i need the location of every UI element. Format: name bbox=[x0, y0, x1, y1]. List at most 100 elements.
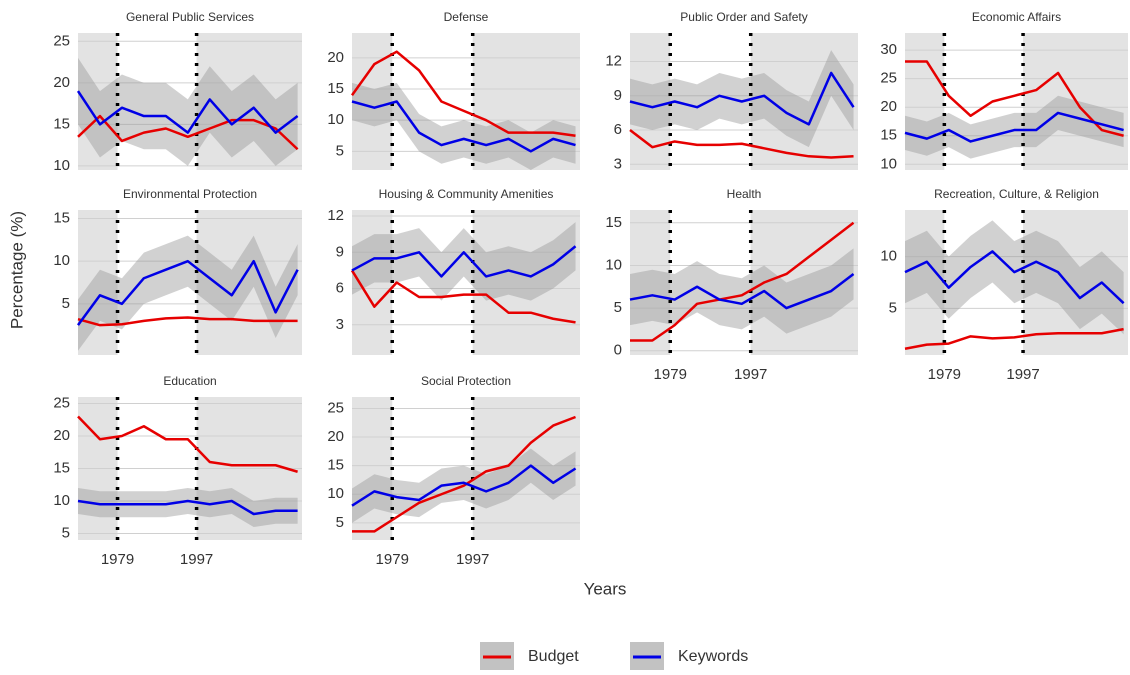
y-tick-label: 6 bbox=[614, 121, 622, 138]
y-tick-label: 30 bbox=[880, 41, 897, 58]
series-line bbox=[352, 415, 576, 533]
y-tick-label: 3 bbox=[614, 155, 622, 172]
confidence-band bbox=[78, 57, 298, 166]
y-tick-label: 15 bbox=[327, 80, 344, 97]
shaded-period bbox=[196, 33, 302, 170]
y-tick-label: 20 bbox=[880, 98, 897, 115]
shaded-period bbox=[905, 33, 945, 170]
y-tick-label: 15 bbox=[53, 115, 70, 132]
y-tick-label: 25 bbox=[327, 399, 344, 416]
panel-title: Social Protection bbox=[421, 374, 511, 388]
y-tick-label: 3 bbox=[336, 316, 344, 333]
y-tick-label: 5 bbox=[336, 514, 344, 531]
series-line bbox=[904, 250, 1125, 305]
y-tick-label: 25 bbox=[53, 32, 70, 49]
x-tick-label: 1979 bbox=[376, 551, 409, 568]
panel-title: Environmental Protection bbox=[123, 187, 257, 201]
y-tick-label: 15 bbox=[605, 214, 622, 231]
panel-title: Housing & Community Amenities bbox=[379, 187, 554, 201]
series-line bbox=[350, 50, 576, 137]
panel-title: Public Order and Safety bbox=[680, 10, 807, 24]
y-tick-label: 20 bbox=[327, 428, 344, 445]
series-line bbox=[76, 259, 299, 326]
y-axis-label: Percentage (%) bbox=[7, 211, 26, 329]
y-tick-label: 15 bbox=[327, 457, 344, 474]
series-line bbox=[630, 221, 855, 342]
y-tick-label: 5 bbox=[614, 299, 622, 316]
series-line bbox=[904, 111, 1124, 143]
confidence-band bbox=[630, 248, 854, 334]
x-tick-label: 1997 bbox=[734, 366, 767, 383]
panel-title: Education bbox=[163, 374, 216, 388]
y-tick-label: 25 bbox=[53, 394, 70, 411]
shaded-period bbox=[78, 210, 118, 355]
x-tick-label: 1997 bbox=[180, 551, 213, 568]
series-line bbox=[351, 464, 577, 507]
y-tick-label: 20 bbox=[53, 74, 70, 91]
y-tick-label: 12 bbox=[605, 53, 622, 70]
y-tick-label: 25 bbox=[880, 70, 897, 87]
panel-title: Economic Affairs bbox=[972, 10, 1061, 24]
confidence-band bbox=[905, 220, 1124, 335]
y-tick-label: 10 bbox=[605, 256, 622, 273]
series-line bbox=[904, 327, 1124, 351]
series-line bbox=[629, 71, 855, 126]
x-axis-label: Years bbox=[584, 579, 627, 598]
series-line bbox=[905, 60, 1124, 137]
y-tick-label: 9 bbox=[614, 87, 622, 104]
panel-title: Recreation, Culture, & Religion bbox=[934, 187, 1099, 201]
confidence-band bbox=[630, 50, 854, 148]
series-line bbox=[350, 269, 576, 324]
x-tick-label: 1979 bbox=[928, 366, 961, 383]
y-tick-label: 10 bbox=[327, 111, 344, 128]
series-line bbox=[629, 272, 855, 310]
y-tick-label: 5 bbox=[62, 295, 70, 312]
x-tick-label: 1979 bbox=[101, 551, 134, 568]
y-tick-label: 12 bbox=[327, 207, 344, 224]
y-tick-label: 10 bbox=[53, 157, 70, 174]
y-tick-label: 20 bbox=[327, 49, 344, 66]
x-tick-label: 1997 bbox=[456, 551, 489, 568]
shaded-period bbox=[352, 33, 393, 170]
y-tick-label: 5 bbox=[62, 524, 70, 541]
confidence-band bbox=[78, 488, 298, 527]
shaded-period bbox=[352, 397, 393, 540]
y-tick-label: 15 bbox=[53, 209, 70, 226]
series-line bbox=[351, 100, 576, 153]
y-tick-label: 15 bbox=[880, 127, 897, 144]
series-line bbox=[351, 245, 577, 278]
shaded-period bbox=[905, 210, 945, 355]
y-tick-label: 10 bbox=[53, 492, 70, 509]
legend-label: Keywords bbox=[678, 648, 748, 665]
y-tick-label: 20 bbox=[53, 427, 70, 444]
shaded-period bbox=[630, 210, 671, 355]
shaded-period bbox=[472, 210, 580, 355]
y-tick-label: 9 bbox=[336, 243, 344, 260]
series-line bbox=[77, 316, 298, 327]
y-tick-label: 10 bbox=[880, 155, 897, 172]
y-tick-label: 10 bbox=[880, 248, 897, 265]
series-line bbox=[629, 129, 854, 159]
shaded-period bbox=[750, 33, 858, 170]
series-line bbox=[77, 499, 298, 516]
panel-title: Defense bbox=[444, 10, 489, 24]
series-line bbox=[77, 114, 299, 151]
y-tick-label: 10 bbox=[53, 252, 70, 269]
shaded-period bbox=[472, 33, 580, 170]
y-tick-label: 5 bbox=[336, 142, 344, 159]
series-line bbox=[77, 415, 298, 473]
y-tick-label: 6 bbox=[336, 280, 344, 297]
shaded-period bbox=[630, 33, 671, 170]
confidence-band bbox=[352, 82, 576, 170]
x-tick-label: 1997 bbox=[1006, 366, 1039, 383]
y-tick-label: 5 bbox=[889, 299, 897, 316]
panel-title: Health bbox=[727, 187, 762, 201]
confidence-band bbox=[352, 222, 576, 301]
confidence-band bbox=[78, 235, 298, 351]
x-tick-label: 1979 bbox=[654, 366, 687, 383]
series-line bbox=[76, 90, 299, 134]
confidence-band bbox=[905, 95, 1124, 159]
legend-label: Budget bbox=[528, 648, 579, 665]
y-tick-label: 10 bbox=[327, 485, 344, 502]
